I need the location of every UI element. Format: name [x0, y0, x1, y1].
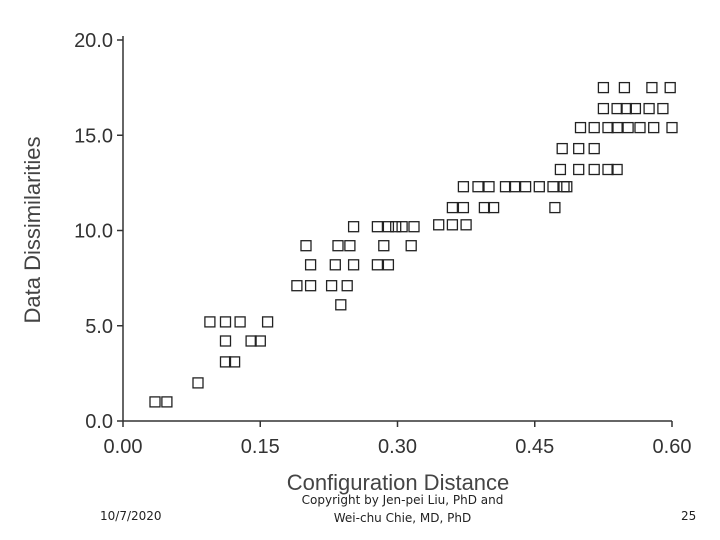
data-point: [254, 335, 266, 347]
x-axis-title: Configuration Distance: [287, 470, 510, 495]
data-point: [300, 240, 312, 252]
x-tick-label: 0.15: [241, 436, 280, 458]
data-point: [634, 121, 646, 134]
data-point: [573, 142, 585, 155]
data-point: [611, 121, 623, 134]
x-tick-label: 0.45: [515, 436, 554, 458]
data-point: [396, 221, 408, 233]
data-point: [304, 259, 317, 271]
data-point: [219, 356, 232, 368]
data-points: [149, 81, 678, 408]
data-point: [618, 81, 631, 94]
data-point: [219, 335, 232, 347]
footer-page-number: 25: [681, 509, 697, 523]
data-point: [499, 181, 512, 193]
y-tick-label: 10.0: [74, 221, 113, 243]
data-point: [646, 81, 658, 94]
data-point: [629, 102, 642, 115]
data-point: [347, 259, 360, 271]
data-point: [433, 219, 445, 231]
x-tick-label: 0.60: [653, 436, 692, 458]
data-point: [161, 396, 173, 408]
tick-marks: [117, 39, 673, 427]
data-point: [234, 316, 246, 328]
data-point: [457, 181, 470, 193]
tick-labels: 0.00 0.15 0.30 0.45 0.60 0.0 5.0 10.0 15.0 20.0: [74, 30, 691, 458]
data-point: [554, 163, 567, 176]
data-point: [341, 280, 353, 292]
data-point: [149, 396, 161, 408]
data-point: [228, 356, 241, 368]
data-point: [335, 299, 347, 311]
data-point: [371, 259, 384, 271]
data-point: [588, 121, 600, 134]
data-point: [657, 102, 669, 115]
footer-copyright: Copyright by Jen-pei Liu, PhD and Wei-ch…: [280, 491, 525, 527]
data-point: [478, 201, 491, 214]
data-point: [261, 316, 274, 328]
x-tick-label: 0.30: [378, 436, 417, 458]
data-point: [347, 221, 360, 233]
y-tick-label: 15.0: [74, 125, 113, 147]
data-point: [549, 201, 561, 214]
data-point: [457, 201, 470, 214]
data-point: [304, 280, 317, 292]
data-point: [332, 240, 344, 252]
data-point: [483, 181, 495, 193]
data-point: [371, 221, 384, 233]
data-point: [611, 102, 623, 115]
data-point: [602, 163, 614, 176]
data-point: [219, 316, 232, 328]
data-point: [664, 81, 676, 94]
x-tick-label: 0.00: [104, 436, 143, 458]
data-point: [561, 181, 573, 193]
data-point: [588, 163, 600, 176]
data-point: [573, 163, 585, 176]
data-point: [446, 219, 459, 231]
data-point: [519, 181, 532, 193]
data-point: [382, 259, 395, 271]
footer-date: 10/7/2020: [100, 509, 162, 523]
y-tick-label: 5.0: [85, 316, 113, 338]
data-point: [405, 240, 417, 252]
data-point: [472, 181, 484, 193]
data-point: [390, 221, 402, 233]
data-point: [378, 240, 390, 252]
data-point: [344, 240, 356, 252]
data-point: [602, 121, 614, 134]
y-axis-title: Data Dissimilarities: [20, 136, 45, 323]
data-point: [204, 316, 216, 328]
data-point: [192, 377, 204, 389]
data-point: [558, 181, 570, 193]
data-point: [648, 121, 660, 134]
copyright-line-2: Wei-chu Chie, MD, PhD: [333, 511, 472, 525]
y-tick-label: 0.0: [85, 411, 113, 433]
data-point: [666, 121, 678, 134]
data-point: [597, 102, 610, 115]
data-point: [460, 219, 472, 231]
data-point: [597, 81, 610, 94]
y-tick-label: 20.0: [74, 30, 113, 52]
data-point: [329, 259, 341, 271]
copyright-line-1: Copyright by Jen-pei Liu, PhD and: [301, 493, 504, 507]
data-point: [245, 335, 257, 347]
data-point: [508, 181, 521, 193]
data-point: [446, 201, 459, 214]
data-point: [325, 280, 338, 292]
data-point: [574, 121, 587, 134]
data-point: [291, 280, 303, 292]
data-point: [611, 163, 623, 176]
data-point: [588, 142, 600, 155]
data-point: [547, 181, 559, 193]
data-point: [643, 102, 655, 115]
data-point: [487, 201, 500, 214]
data-point: [556, 142, 568, 155]
data-point: [408, 221, 420, 233]
data-point: [382, 221, 395, 233]
data-point: [620, 102, 632, 115]
data-point: [533, 181, 545, 193]
data-point: [622, 121, 634, 134]
